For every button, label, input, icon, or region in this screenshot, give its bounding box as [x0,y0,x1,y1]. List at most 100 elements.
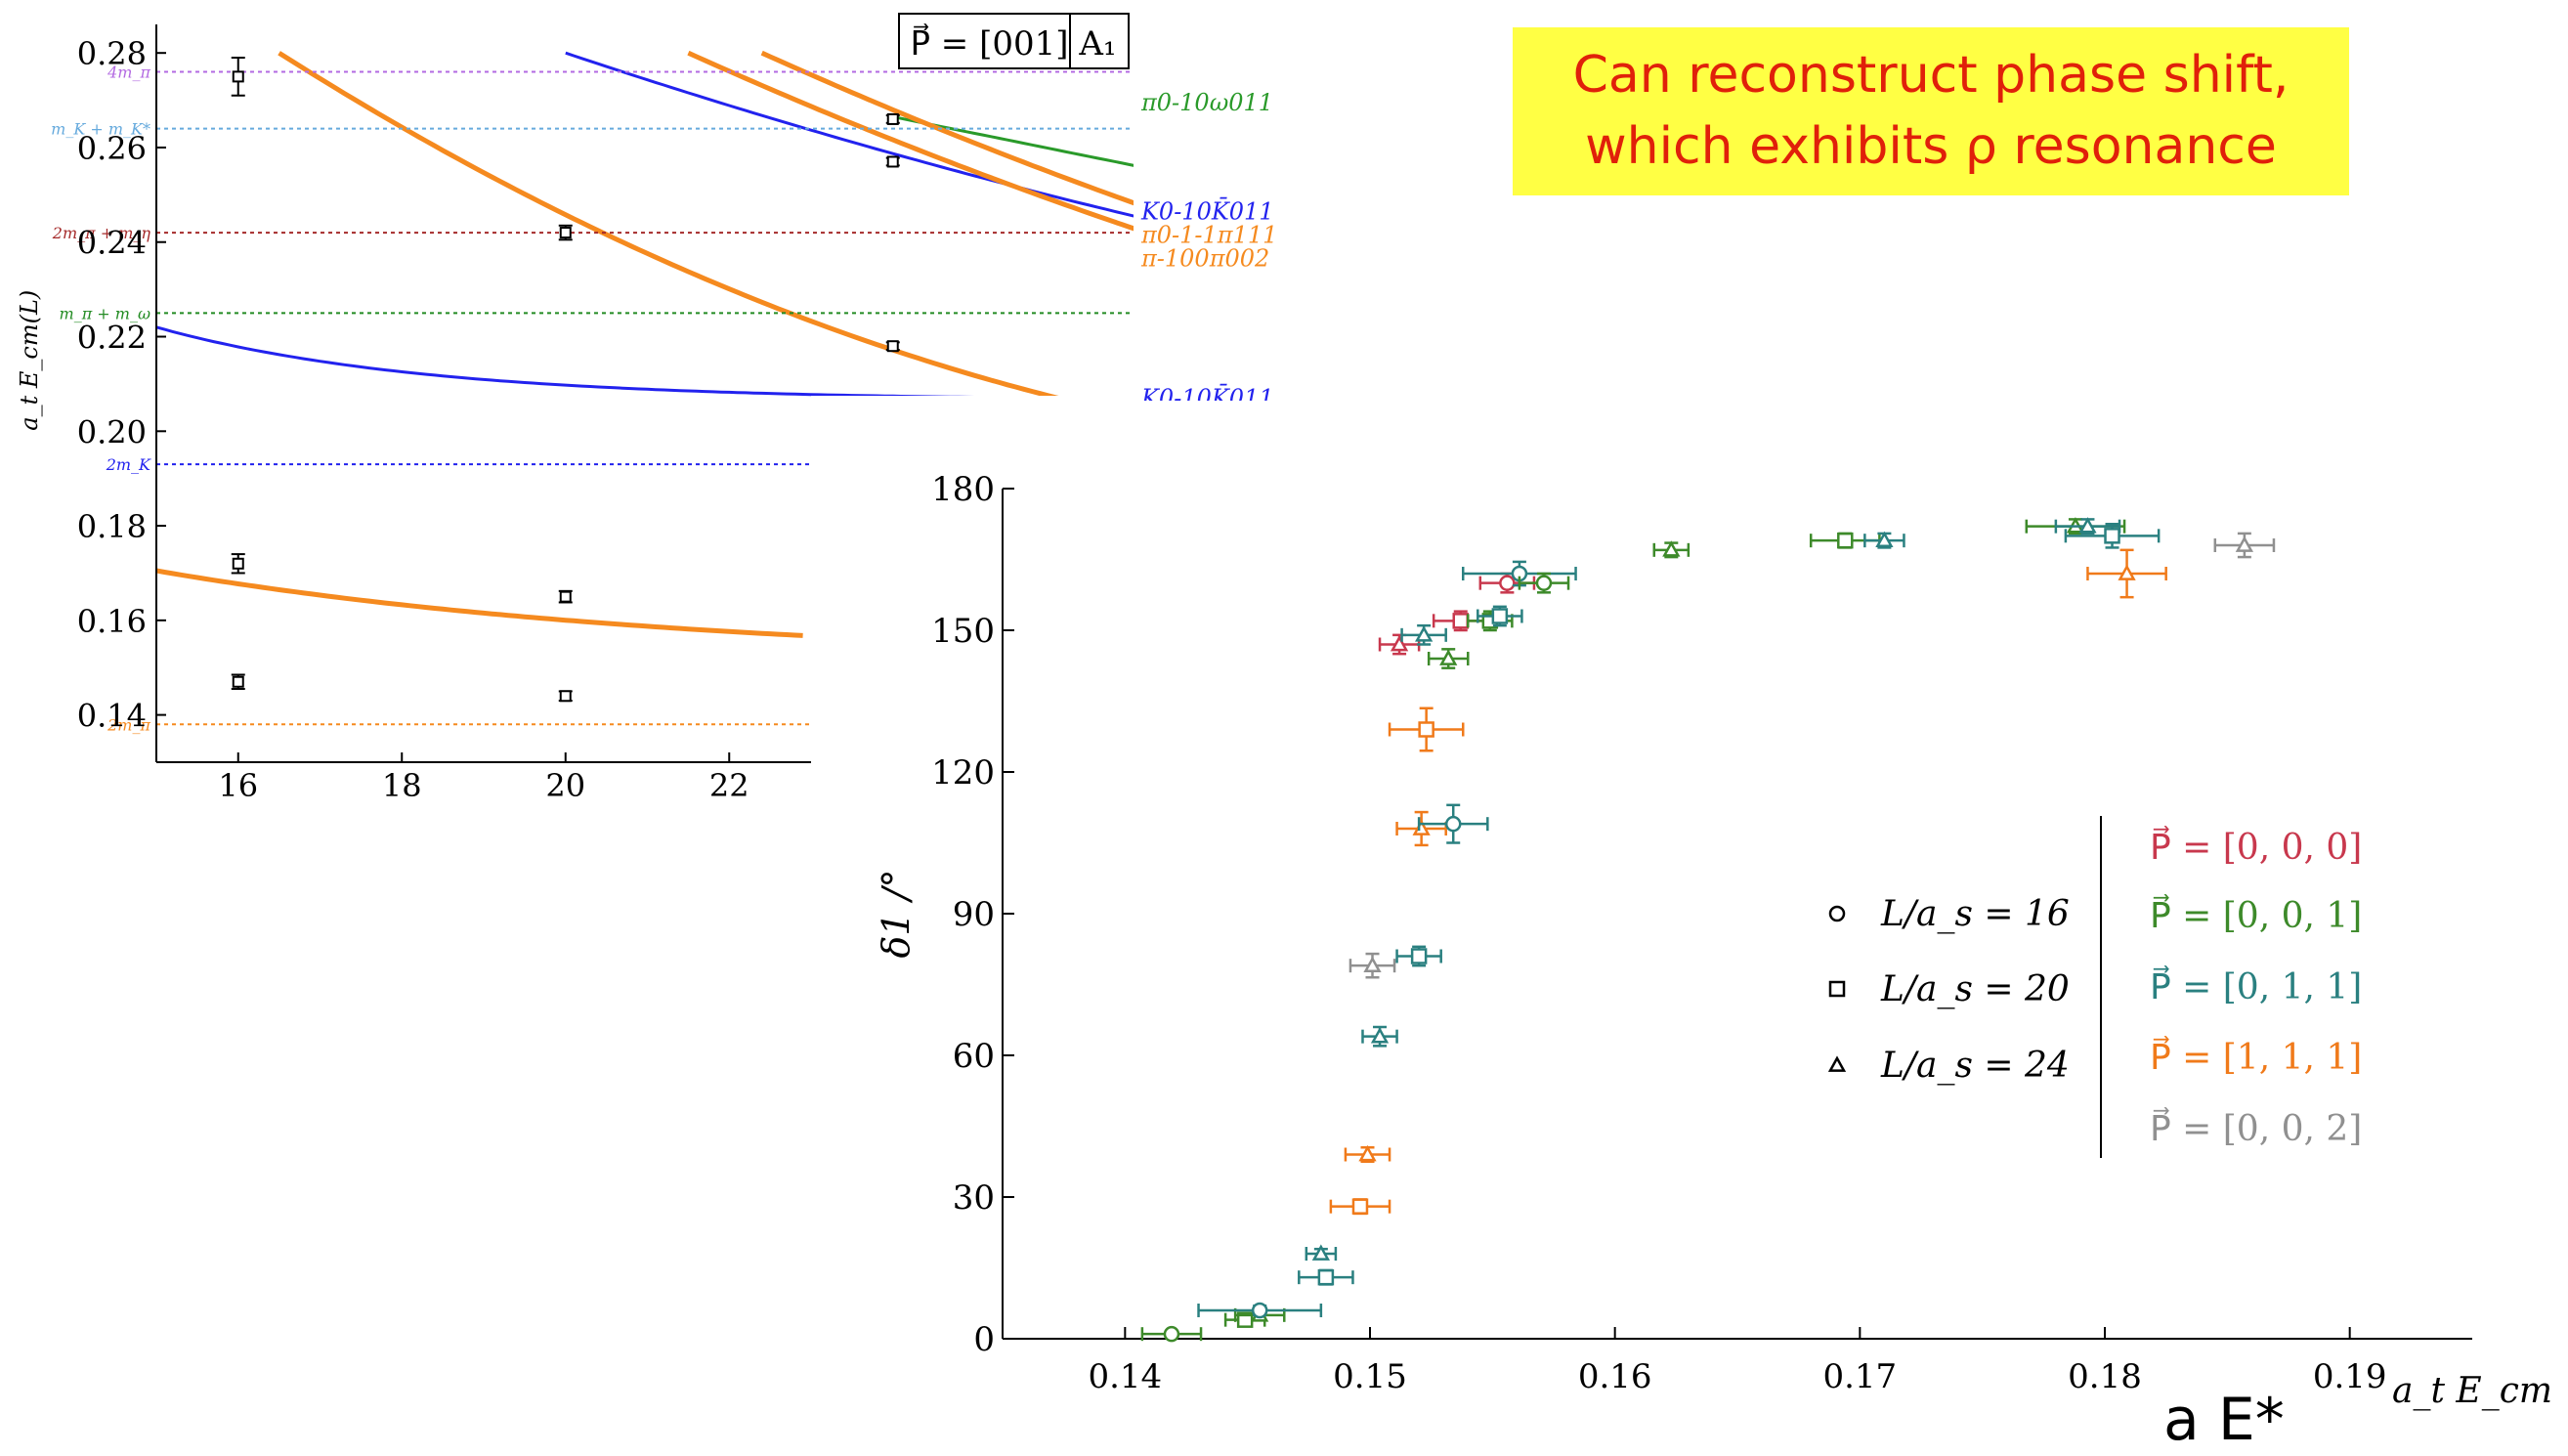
level-point [886,155,899,168]
chart-title: P⃗ = [001] A₁ [910,23,1116,64]
title-box [898,13,1130,69]
top-x-tick-label: 20 [545,767,585,804]
threshold-label: 2m_π + m_η [52,224,151,242]
data-point-triangle [1439,649,1458,665]
level-point [559,227,572,239]
curve-label: π-100π002 [1140,245,1269,273]
phase-y-tick-label: 0 [973,1320,995,1359]
top-y-tick-label: 0.16 [77,603,147,640]
threshold-label: m_π + m_ω [60,304,150,322]
phase-x-axis-label: a_t E_cm [2392,1371,2552,1411]
data-point-triangle [1875,531,1894,548]
phase-x-tick-label: 0.15 [1333,1357,1407,1396]
data-point-square [1452,613,1469,629]
annotation-box: Can reconstruct phase shift, which exhib… [1513,27,2349,195]
top-y-axis-label: a_t E_cm(L) [16,290,43,431]
level-point [232,675,244,688]
top-x-tick-label: 22 [709,767,749,804]
phase-y-tick-label: 120 [931,753,995,792]
top-x-tick-label: 16 [218,767,258,804]
level-curve [565,51,1134,227]
phase-chart-background [816,401,2568,1456]
data-point-triangle [1363,956,1382,973]
level-point [886,340,899,353]
phase-x-tick-label: 0.18 [2068,1357,2142,1396]
legend-momentum-label: P⃗ = [0, 0, 2] [2150,1106,2362,1149]
data-point-square [1837,532,1854,549]
level-point [232,70,244,83]
level-curve [760,50,1134,219]
level-point [559,690,572,703]
data-point-circle [1535,575,1553,591]
data-point-circle [1444,815,1462,833]
phase-y-tick-label: 150 [931,612,995,651]
data-point-square [1351,1198,1369,1215]
top-y-tick-label: 0.24 [77,225,147,262]
data-point-square [2104,528,2120,544]
data-point-triangle [1311,1244,1330,1261]
curve-label: K0-10K̄011 [1140,197,1274,225]
phase-y-tick-label: 180 [931,470,995,509]
top-y-tick-label: 0.28 [77,35,147,72]
data-point-triangle [1662,540,1681,557]
threshold-label: 4m_π [107,64,150,82]
phase-x-tick-label: 0.14 [1088,1357,1162,1396]
data-point-square [1828,980,1846,998]
annotation-line-1: Can reconstruct phase shift, [1572,46,2290,106]
data-point-circle [1163,1325,1180,1343]
legend-marker-label: L/a_s = 16 [1880,894,2070,934]
phase-y-tick-label: 60 [953,1037,995,1076]
top-x-tick-label: 18 [382,767,422,804]
data-point-triangle [2235,535,2254,552]
data-point-triangle [1390,634,1409,652]
data-point-circle [1499,575,1516,591]
curve-label: π0-10ω011 [1140,89,1273,116]
annotation-line-2: which exhibits ρ resonance [1585,117,2277,176]
legend-momentum-label: P⃗ = [0, 0, 1] [2150,893,2362,936]
data-point-square [1418,721,1434,738]
legend-marker-label: L/a_s = 20 [1880,969,2070,1009]
corner-label: a E* [2163,1386,2285,1454]
top-y-tick-label: 0.26 [77,130,147,167]
phase-x-tick-label: 0.16 [1578,1357,1652,1396]
phase-y-tick-label: 30 [953,1178,995,1218]
level-point [559,590,572,603]
data-point-triangle [1415,625,1434,642]
level-curve [892,115,1134,175]
data-point-square [1236,1311,1254,1328]
data-point-square [1317,1268,1335,1286]
phase-x-tick-label: 0.17 [1822,1357,1897,1396]
data-point-triangle [2118,564,2136,580]
curve-label: π0-1-1π111 [1140,221,1277,248]
level-curve [687,50,1134,243]
phase-y-axis-label: δ1 /° [875,870,918,959]
top-y-tick-label: 0.14 [77,698,147,735]
legend-marker-label: L/a_s = 24 [1880,1046,2070,1086]
threshold-label: 2m_π [107,715,150,734]
data-point-circle [1251,1302,1268,1319]
data-point-square [1491,608,1509,624]
data-point-triangle [2078,517,2097,534]
phase-shift-chart: 0 30 60 90 120 150 180 0.14 0.15 0.16 0.17 0.18 0.19… [816,401,2568,1456]
phase-x-tick-label: 0.19 [2313,1357,2387,1396]
top-y-tick-label: 0.22 [77,320,147,357]
top-y-tick-label: 0.18 [77,508,147,545]
top-plot-area [156,50,1134,638]
level-curve [278,51,1134,426]
top-y-tick-label: 0.20 [77,413,147,450]
data-point-triangle [1827,1055,1847,1072]
threshold-label: m_K + m_K* [51,120,150,139]
legend-momentum-label: P⃗ = [0, 1, 1] [2150,964,2362,1007]
legend-momentum-label: P⃗ = [0, 0, 0] [2150,825,2362,868]
level-point [886,112,899,125]
data-point-triangle [1370,1027,1390,1044]
threshold-label: 2m_K [106,455,151,474]
level-point [232,557,244,570]
data-point-circle [1828,905,1846,922]
data-point-square [1410,948,1428,964]
phase-y-tick-label: 90 [953,895,995,934]
level-curve [156,568,803,638]
legend-momentum-label: P⃗ = [1, 1, 1] [2150,1035,2362,1078]
data-point-triangle [1358,1144,1377,1162]
